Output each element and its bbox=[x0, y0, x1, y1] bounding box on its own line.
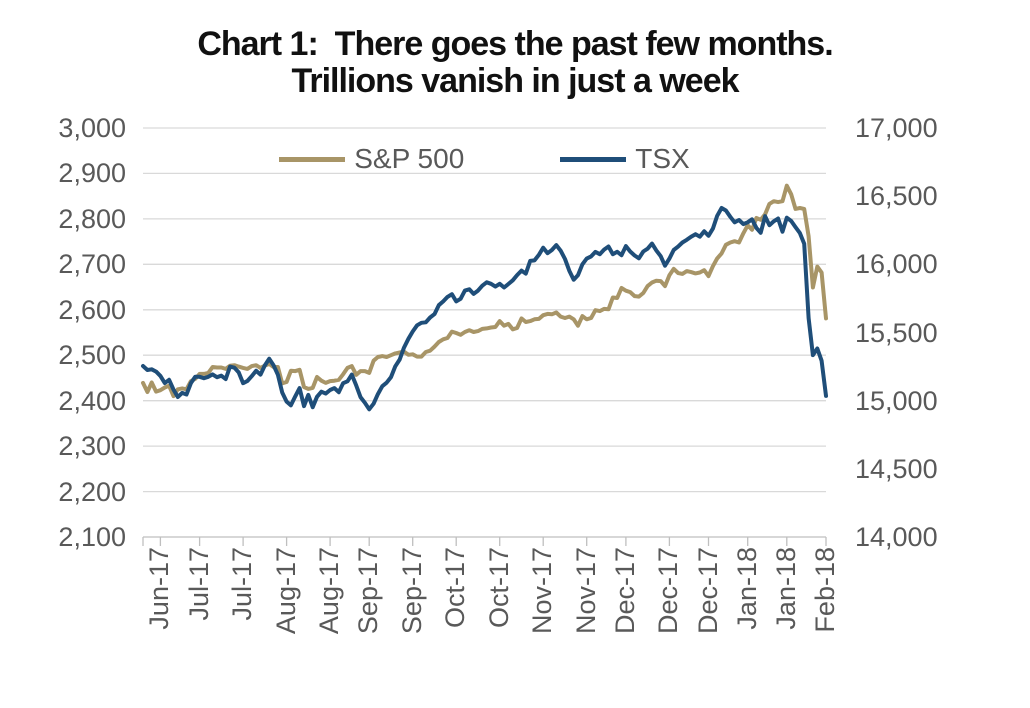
x-axis-tick-label: Nov-17 bbox=[527, 547, 558, 635]
y-axis-left-tick-label: 2,300 bbox=[58, 431, 126, 462]
y-axis-right-tick-label: 16,500 bbox=[855, 181, 938, 212]
y-axis-right-tick-label: 16,000 bbox=[855, 249, 938, 280]
y-axis-right-tick-label: 14,000 bbox=[855, 522, 938, 552]
chart-title-line2: Trillions vanish in just a week bbox=[291, 62, 739, 100]
x-axis-tick-label: Sep-17 bbox=[353, 547, 384, 635]
y-axis-left-tick-label: 2,400 bbox=[58, 385, 126, 416]
y-axis-right-tick-label: 14,500 bbox=[855, 453, 938, 484]
x-axis-tick-label: Aug-17 bbox=[270, 547, 301, 635]
legend-label-tsx: TSX bbox=[635, 143, 690, 174]
tsx-line-swatch-icon bbox=[560, 156, 627, 162]
chart-title-line1: Chart 1: There goes the past few months. bbox=[197, 25, 833, 63]
x-axis-tick-label: Dec-17 bbox=[653, 547, 684, 635]
y-axis-right-tick-label: 15,000 bbox=[855, 385, 938, 416]
sp500-line-swatch-icon bbox=[279, 156, 346, 162]
y-axis-left-tick-label: 2,100 bbox=[58, 522, 126, 552]
legend-label-sp500: S&P 500 bbox=[354, 143, 465, 174]
y-axis-left-tick-label: 2,900 bbox=[58, 158, 126, 189]
y-axis-left-tick-label: 3,000 bbox=[58, 113, 126, 143]
x-axis-tick-label: Jan-18 bbox=[770, 547, 801, 630]
y-axis-left-tick-label: 2,600 bbox=[58, 294, 126, 325]
x-axis-tick-label: Jun-17 bbox=[144, 547, 175, 630]
x-axis-tick-label: Aug-17 bbox=[314, 547, 345, 635]
y-axis-left-tick-label: 2,200 bbox=[58, 476, 126, 507]
y-axis-right-tick-label: 17,000 bbox=[855, 113, 938, 143]
x-axis-tick-label: Jul-17 bbox=[183, 547, 214, 621]
x-axis-tick-label: Dec-17 bbox=[692, 547, 723, 635]
y-axis-left-tick-label: 2,700 bbox=[58, 249, 126, 280]
x-axis-tick-label: Nov-17 bbox=[570, 547, 601, 635]
y-axis-left-tick-label: 2,800 bbox=[58, 203, 126, 234]
legend-item-tsx: TSX bbox=[560, 143, 690, 174]
legend-item-sp500: S&P 500 bbox=[279, 145, 464, 173]
y-axis-right-tick-label: 15,500 bbox=[855, 317, 938, 348]
y-axis-left-tick-label: 2,500 bbox=[58, 340, 126, 371]
x-axis-tick-label: Oct-17 bbox=[483, 547, 514, 629]
x-axis-tick-label: Oct-17 bbox=[440, 547, 471, 629]
x-axis-tick-label: Feb-18 bbox=[810, 547, 840, 633]
x-axis-tick-label: Jul-17 bbox=[227, 547, 258, 621]
x-axis-tick-label: Sep-17 bbox=[396, 547, 427, 635]
legend: S&P 500 TSX bbox=[143, 143, 826, 175]
x-axis-tick-label: Dec-17 bbox=[609, 547, 640, 635]
x-axis-tick-label: Jan-18 bbox=[731, 547, 762, 630]
chart-title: Chart 1: There goes the past few months.… bbox=[0, 26, 1030, 100]
